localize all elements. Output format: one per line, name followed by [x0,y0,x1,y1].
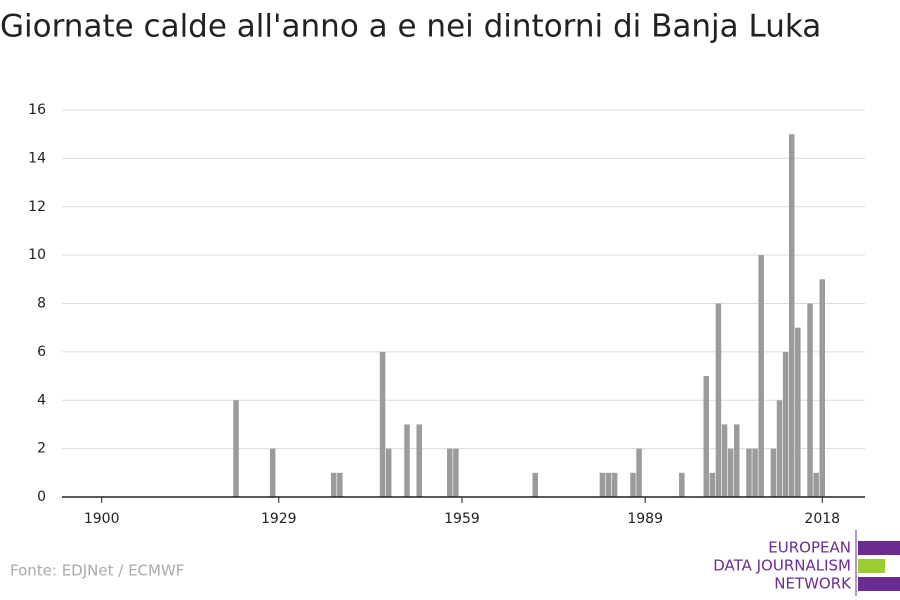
x-tick-label: 1929 [261,511,297,527]
bar [416,424,422,497]
x-tick-label: 1989 [627,511,663,527]
y-tick-label: 8 [37,296,46,312]
bar [734,424,740,497]
bar [807,303,813,497]
logo-text: DATA JOURNALISM [713,557,851,575]
y-tick-label: 12 [28,199,46,215]
logo-bar [858,541,900,555]
bar [599,472,606,497]
bar [233,400,239,497]
bar [532,472,538,497]
bar [715,303,722,497]
logo-text: EUROPEAN [768,539,851,557]
bar [385,448,392,497]
source: Fonte: EDJNet / ECMWF [10,562,184,580]
bar [453,448,459,497]
bar [630,472,636,497]
bar [770,448,777,497]
bar [709,472,716,497]
y-tick-label: 0 [37,489,46,505]
bar [727,448,734,497]
bar [782,351,789,497]
x-tick-label: 1959 [444,511,480,527]
bar [819,279,826,497]
x-tick-label: 1900 [84,511,120,527]
bar [795,327,801,497]
bar [404,424,410,497]
y-tick-label: 6 [37,344,46,360]
bar [379,351,386,497]
bar [611,472,618,497]
bar [752,448,758,497]
y-tick-label: 16 [28,102,46,118]
bar [679,472,685,497]
bar [721,424,728,497]
bar [776,400,783,497]
logo-text: NETWORK [774,575,852,593]
y-tick-label: 2 [37,441,46,457]
y-tick-label: 4 [37,392,46,408]
chart-title: Giornate calde all'anno a e nei dintorni… [0,9,821,45]
bar [636,448,642,497]
bar [746,448,752,497]
bar [269,448,276,497]
bar [447,448,453,497]
bar [813,472,819,497]
y-tick-label: 10 [28,247,46,263]
bar [605,472,612,497]
bar [703,376,709,497]
logo-bar [858,559,885,573]
bar [330,472,337,497]
bar [337,472,343,497]
bar [758,255,764,497]
logo-bar [858,577,900,591]
y-tick-label: 14 [28,150,46,166]
bar [788,134,795,497]
x-tick-label: 2018 [804,511,840,527]
